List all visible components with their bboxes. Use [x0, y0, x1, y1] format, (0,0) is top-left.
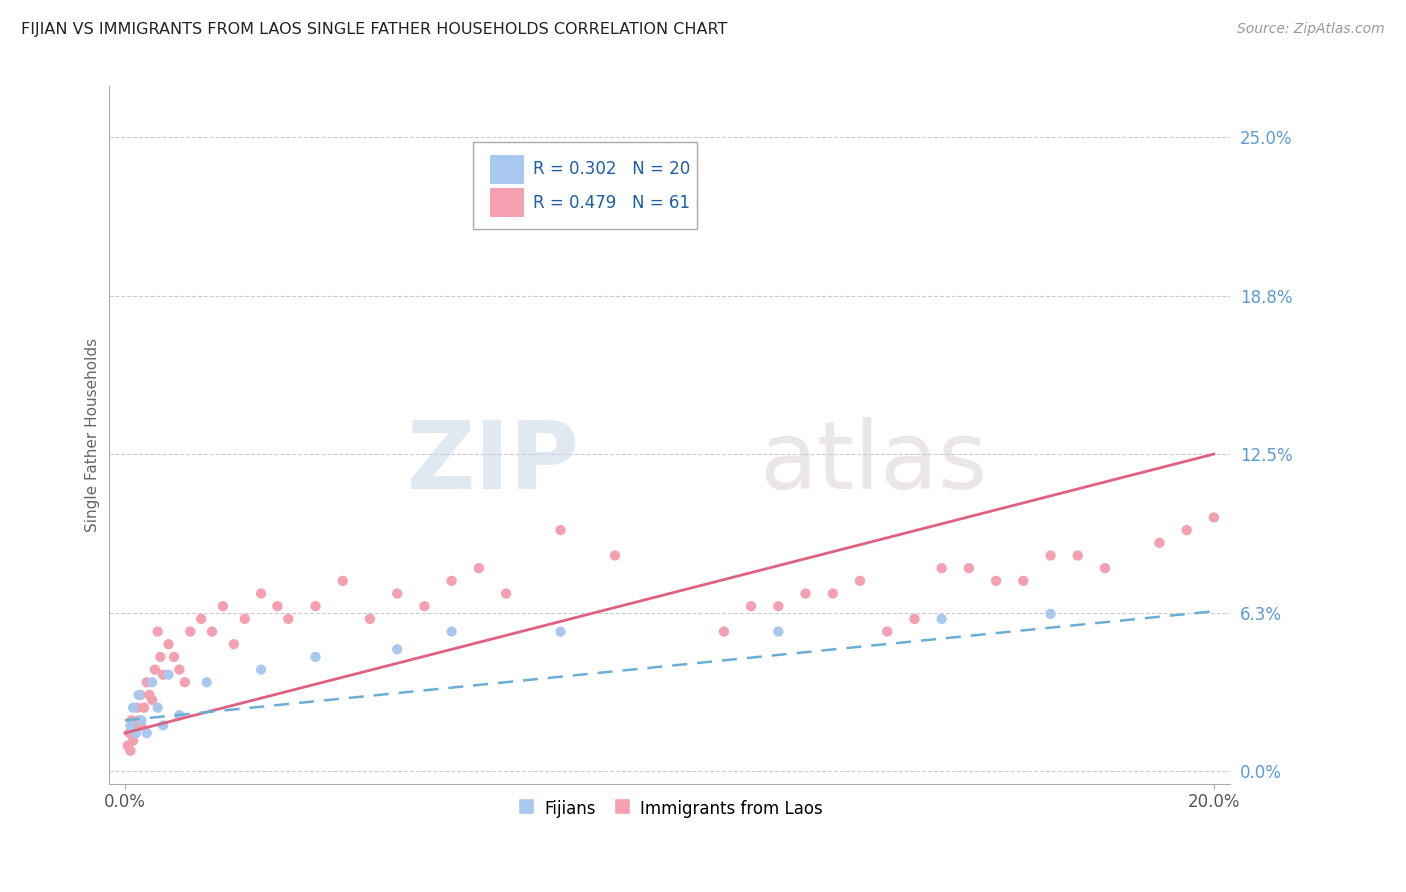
Point: [152, 718, 174, 732]
Point: [120, 718, 142, 732]
Point: [550, 523, 572, 537]
Point: [212, 599, 235, 614]
Point: [128, 714, 150, 728]
Point: [124, 718, 146, 732]
Point: [141, 675, 163, 690]
Point: [138, 688, 160, 702]
Point: [984, 574, 1007, 588]
Point: [169, 708, 191, 723]
Point: [1175, 523, 1198, 537]
Point: [157, 637, 180, 651]
Point: [135, 675, 157, 690]
Point: [222, 637, 245, 651]
Point: [332, 574, 354, 588]
Point: [931, 561, 953, 575]
Point: [122, 700, 145, 714]
Point: [1067, 549, 1090, 563]
Point: [603, 549, 626, 563]
Point: [495, 586, 517, 600]
Point: [250, 663, 273, 677]
Point: [1202, 510, 1225, 524]
Point: [129, 688, 152, 702]
Point: [658, 194, 681, 208]
Point: [146, 700, 169, 714]
Text: Source: ZipAtlas.com: Source: ZipAtlas.com: [1237, 22, 1385, 37]
Point: [903, 612, 925, 626]
Point: [821, 586, 844, 600]
Point: [387, 586, 409, 600]
Point: [152, 667, 174, 681]
Point: [768, 624, 790, 639]
Text: FIJIAN VS IMMIGRANTS FROM LAOS SINGLE FATHER HOUSEHOLDS CORRELATION CHART: FIJIAN VS IMMIGRANTS FROM LAOS SINGLE FA…: [21, 22, 727, 37]
Point: [277, 612, 299, 626]
Bar: [489, 188, 523, 218]
Point: [250, 586, 273, 600]
Point: [157, 667, 180, 681]
Point: [266, 599, 288, 614]
Point: [169, 663, 191, 677]
Point: [201, 624, 224, 639]
Point: [117, 739, 139, 753]
FancyBboxPatch shape: [474, 142, 697, 229]
Point: [387, 642, 409, 657]
Point: [1039, 549, 1062, 563]
Point: [440, 624, 463, 639]
Point: [1039, 607, 1062, 621]
Point: [468, 561, 491, 575]
Point: [132, 700, 155, 714]
Point: [440, 574, 463, 588]
Point: [233, 612, 256, 626]
Point: [121, 714, 143, 728]
Point: [794, 586, 817, 600]
Bar: [489, 154, 523, 184]
Legend: Fijians, Immigrants from Laos: Fijians, Immigrants from Laos: [509, 793, 830, 824]
Point: [146, 624, 169, 639]
Point: [849, 574, 872, 588]
Point: [135, 726, 157, 740]
Point: [359, 612, 381, 626]
Point: [122, 733, 145, 747]
Point: [118, 726, 141, 740]
Text: atlas: atlas: [759, 417, 987, 509]
Point: [1012, 574, 1035, 588]
Point: [413, 599, 436, 614]
Point: [129, 714, 152, 728]
Point: [304, 649, 326, 664]
Point: [128, 688, 150, 702]
Point: [149, 649, 172, 664]
Point: [768, 599, 790, 614]
Point: [195, 675, 218, 690]
Point: [125, 726, 148, 740]
Point: [143, 663, 166, 677]
Point: [931, 612, 953, 626]
Point: [1094, 561, 1116, 575]
Point: [740, 599, 762, 614]
Text: ZIP: ZIP: [406, 417, 579, 509]
Y-axis label: Single Father Households: Single Father Households: [86, 338, 100, 533]
Point: [125, 726, 148, 740]
Point: [179, 624, 201, 639]
Point: [713, 624, 735, 639]
Text: R = 0.302   N = 20: R = 0.302 N = 20: [533, 161, 690, 178]
Point: [173, 675, 195, 690]
Text: R = 0.479   N = 61: R = 0.479 N = 61: [533, 194, 689, 211]
Point: [129, 718, 152, 732]
Point: [163, 649, 186, 664]
Point: [957, 561, 980, 575]
Point: [304, 599, 326, 614]
Point: [1149, 536, 1171, 550]
Point: [550, 624, 572, 639]
Point: [125, 700, 148, 714]
Point: [141, 693, 163, 707]
Point: [190, 612, 212, 626]
Point: [876, 624, 898, 639]
Point: [120, 744, 142, 758]
